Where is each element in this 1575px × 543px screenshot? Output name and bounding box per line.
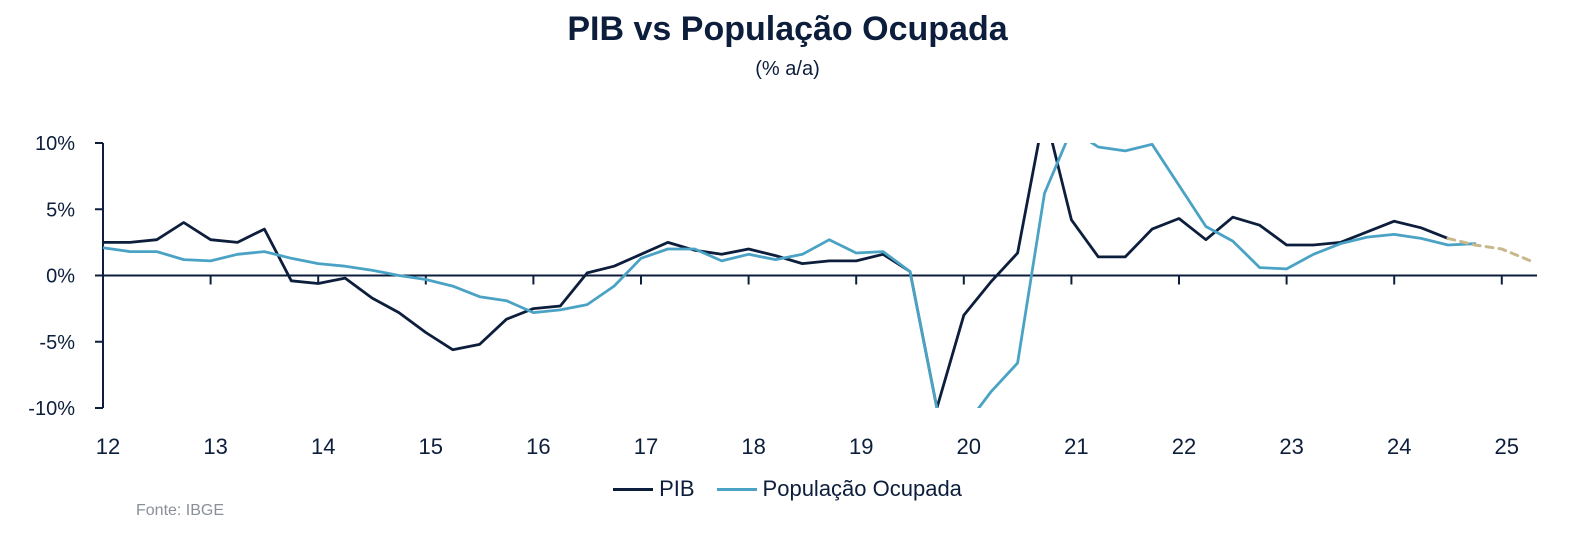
chart-axes: [95, 142, 1537, 409]
series-line-pib: [103, 143, 1450, 408]
x-tick-label: 16: [526, 434, 550, 459]
legend-label-populacao-ocupada: População Ocupada: [762, 476, 962, 501]
source-note: Fonte: IBGE: [136, 502, 225, 519]
y-tick-label: 5%: [46, 199, 75, 221]
x-tick-label: 12: [96, 434, 120, 459]
x-tick-label: 21: [1064, 434, 1088, 459]
x-tick-label: 14: [311, 434, 335, 459]
x-tick-label: 25: [1495, 434, 1519, 459]
x-tick-label: 19: [849, 434, 873, 459]
x-tick-label: 17: [634, 434, 658, 459]
x-tick-label: 18: [741, 434, 765, 459]
y-tick-label: -5%: [39, 332, 75, 354]
y-tick-label: 10%: [35, 133, 75, 155]
series-line-projection: [1446, 236, 1536, 264]
legend-item-pib[interactable]: PIB: [613, 476, 695, 502]
x-tick-label: 13: [203, 434, 227, 459]
y-tick-label: -10%: [28, 398, 75, 420]
legend-swatch-populacao-ocupada: [716, 487, 757, 491]
x-tick-label: 22: [1172, 434, 1196, 459]
legend-label-pib: PIB: [659, 476, 695, 501]
chart-subtitle: (% a/a): [755, 58, 820, 80]
y-tick-label: 0%: [46, 266, 75, 288]
chart-tick-labels: 10% 5% 0% -5% -10% 12 13 14 15 16 17 18 19 20 21 22 23 24…: [28, 133, 1519, 459]
x-tick-label: 15: [419, 434, 443, 459]
chart-title: PIB vs População Ocupada: [567, 10, 1008, 48]
series-line-populacao-ocupada: [103, 143, 1477, 408]
legend-swatch-pib: [613, 487, 654, 491]
chart-series: [103, 143, 1536, 408]
x-tick-label: 23: [1279, 434, 1303, 459]
x-tick-label: 24: [1387, 434, 1411, 459]
x-tick-label: 20: [957, 434, 981, 459]
chart-legend: PIB População Ocupada: [0, 476, 1575, 502]
legend-item-populacao-ocupada[interactable]: População Ocupada: [716, 476, 962, 502]
